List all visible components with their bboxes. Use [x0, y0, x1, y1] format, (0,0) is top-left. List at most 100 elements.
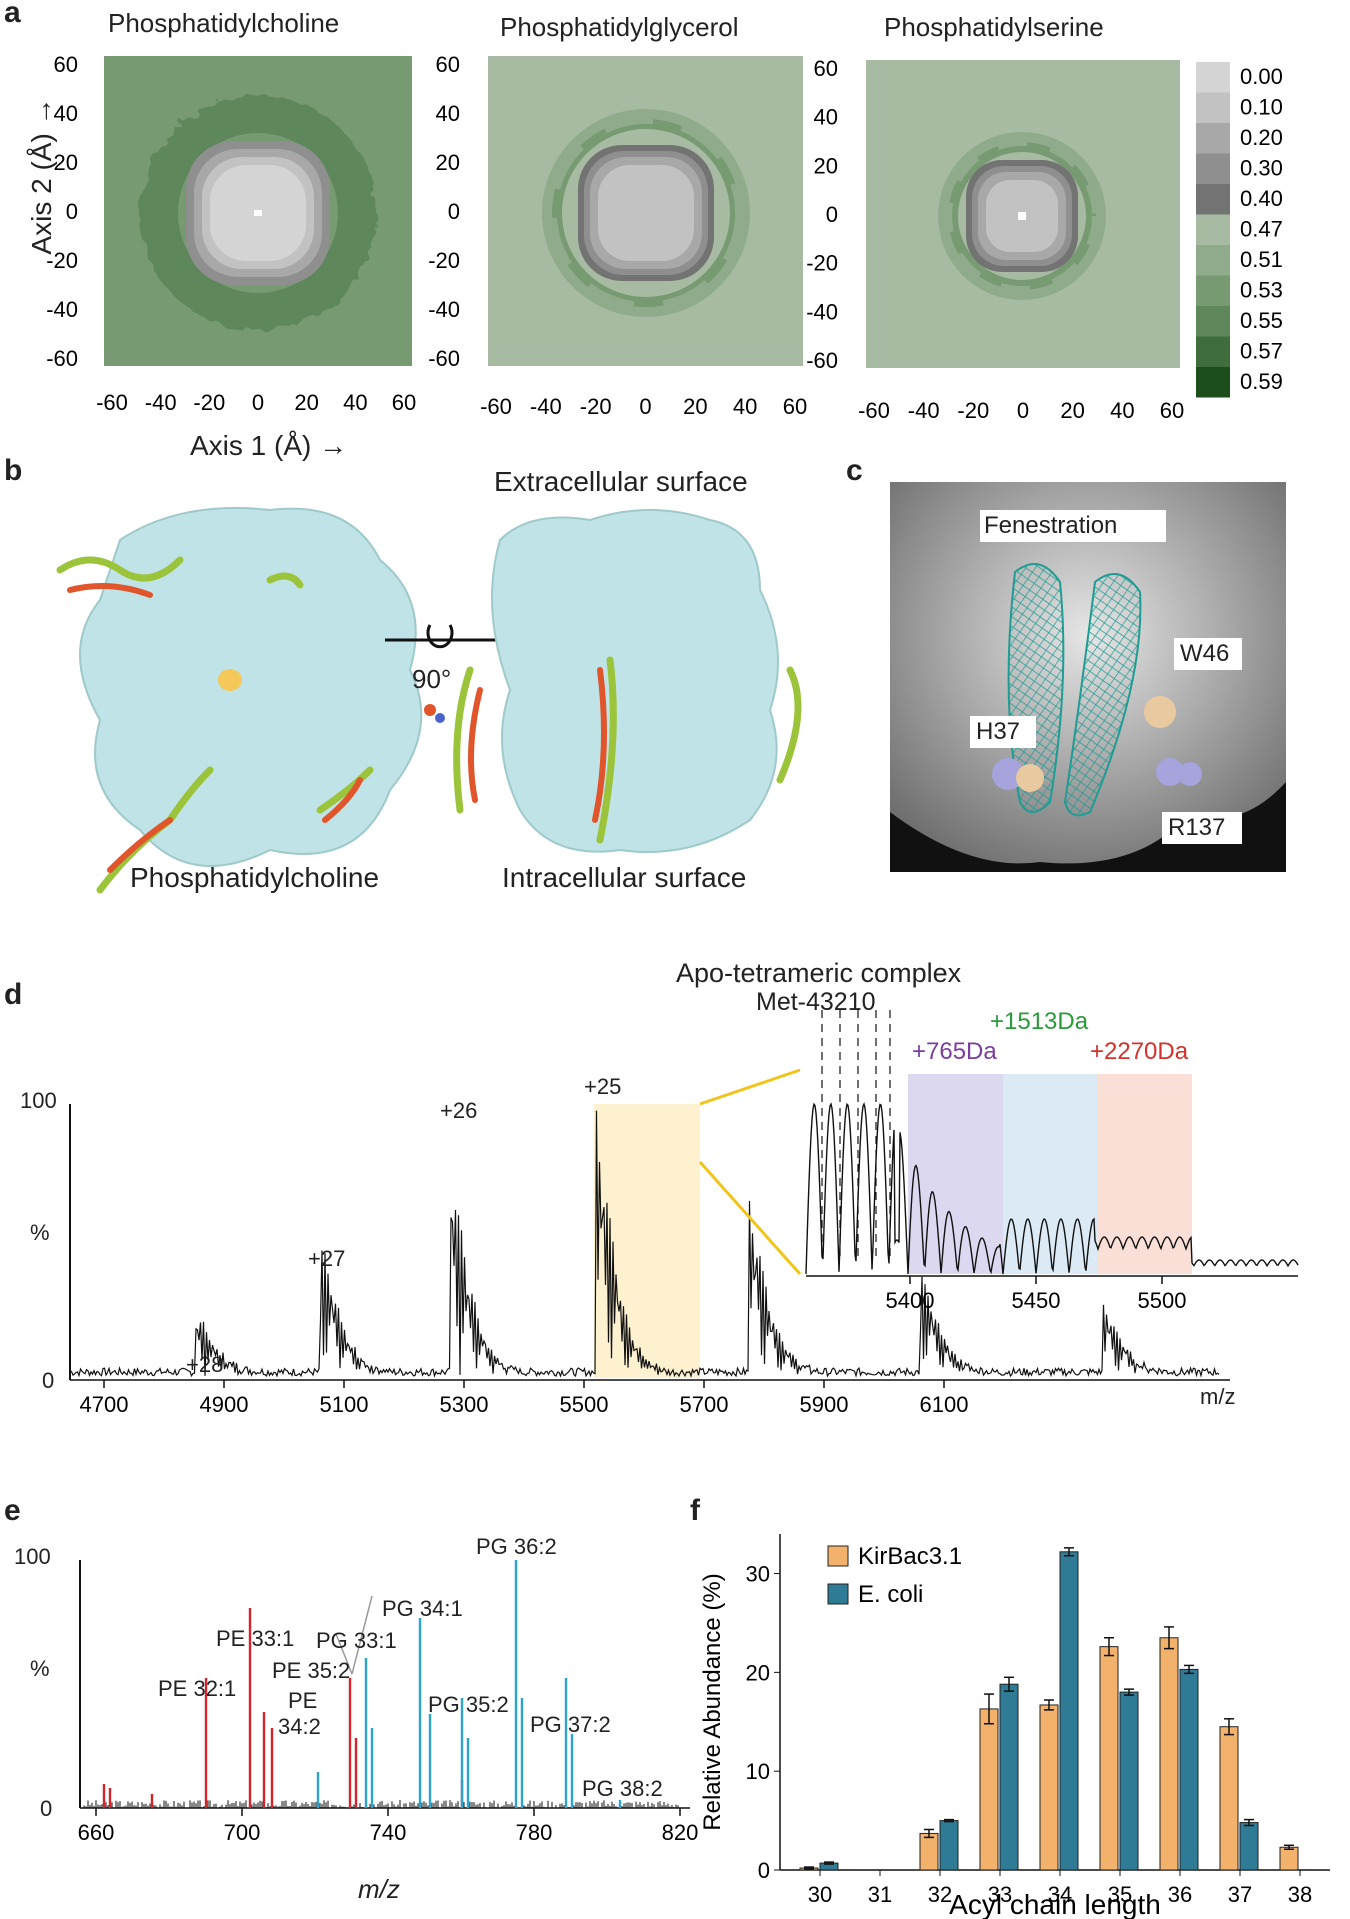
heatmap-phosphatidylcholine: [104, 56, 412, 366]
d-x-tick: 4700: [80, 1392, 129, 1417]
x-tick-label: 60: [1160, 398, 1184, 423]
y-tick-label: -20: [806, 251, 838, 276]
y-tick-label: 60: [54, 52, 78, 77]
peak-pg-35-2: PG 35:2: [428, 1692, 509, 1717]
panel-c-label: c: [846, 454, 863, 487]
d-ylabel: %: [30, 1220, 50, 1245]
panel-a-label: a: [4, 0, 21, 29]
e-x-tick: 740: [370, 1820, 407, 1845]
heatmap-phosphatidylglycerol: [488, 56, 803, 366]
x-tick-label: 60: [392, 390, 416, 415]
x-tick-label: 0: [639, 394, 651, 419]
peak-pe: PE: [288, 1688, 318, 1713]
f-ylabel: Relative Abundance (%): [700, 1573, 726, 1830]
x-tick-label: -60: [480, 394, 512, 419]
caption-phosphatidylcholine: Phosphatidylcholine: [130, 862, 380, 893]
colorbar-swatch: [1196, 184, 1230, 215]
y-tick-label: 40: [436, 101, 460, 126]
e-x-tick: 660: [78, 1820, 115, 1845]
colorbar-swatch: [1196, 336, 1230, 367]
d-xunit: m/z: [1200, 1384, 1236, 1409]
e-x-tick: 820: [662, 1820, 699, 1845]
y-tick-label: 20: [436, 150, 460, 175]
label-w46: W46: [1180, 640, 1230, 667]
adduct-2270: +2270Da: [1090, 1038, 1189, 1065]
y-tick-label: -60: [806, 348, 838, 373]
bar-kirbac31: [919, 1832, 939, 1871]
colorbar-label: 0.57: [1240, 339, 1283, 364]
f-y-tick: 10: [746, 1759, 770, 1784]
charge-26: +26: [440, 1098, 478, 1123]
x-tick-label: 0: [252, 390, 264, 415]
x-tick-label: 20: [1060, 398, 1084, 423]
colorbar: 0.00 0.10 0.20 0.30 0.40 0.47 0.51 0.53 0.55 0.57…: [1196, 62, 1283, 398]
x-tick-label: -40: [530, 394, 562, 419]
x-tick-label: 20: [683, 394, 707, 419]
x-tick-label: 40: [733, 394, 757, 419]
legend-label: E. coli: [858, 1581, 923, 1608]
colorbar-label: 0.55: [1240, 308, 1283, 333]
peak-pg-37-2: PG 37:2: [530, 1712, 611, 1737]
f-y-tick: 20: [746, 1660, 770, 1685]
panel-f-label: f: [690, 1494, 700, 1527]
colorbar-label: 0.20: [1240, 125, 1283, 150]
e-x-tick: 700: [224, 1820, 261, 1845]
d-x-tick: 5500: [560, 1392, 609, 1417]
colorbar-swatch: [1196, 123, 1230, 154]
peak-pg-36-2: PG 36:2: [476, 1534, 557, 1559]
colorbar-label: 0.10: [1240, 95, 1283, 120]
f-y-tick: 0: [758, 1858, 770, 1883]
x-tick-label: -60: [858, 398, 890, 423]
heatmap-phosphatidylserine: [866, 60, 1180, 368]
bar-kirbac31: [1279, 1846, 1299, 1871]
lipid-cluster: [56, 556, 445, 894]
bar-ecoli: [1119, 1691, 1139, 1871]
protein-surface-images: [56, 507, 802, 894]
colorbar-label: 0.40: [1240, 186, 1283, 211]
y-tick-label: 60: [436, 52, 460, 77]
x-tick-label: 40: [1110, 398, 1134, 423]
inset-x-tick: 5400: [886, 1288, 935, 1313]
colorbar-swatch: [1196, 275, 1230, 306]
colorbar-label: 0.30: [1240, 156, 1283, 181]
colorbar-swatch: [1196, 306, 1230, 337]
f-x-tick: 33: [988, 1882, 1012, 1907]
panel-d-label: d: [4, 978, 23, 1011]
colorbar-swatch: [1196, 62, 1230, 93]
acyl-chain-bar-chart: 0 10 20 30 30 31 32 33 34 35 36 37 38 KirBac3.1 E. col…: [700, 1534, 1330, 1919]
lipid-side: [453, 656, 802, 844]
x-tick-label: -20: [193, 390, 225, 415]
d-x-tick: 5700: [680, 1392, 729, 1417]
f-x-tick: 38: [1288, 1882, 1312, 1907]
spectrum-trace: [69, 1110, 1220, 1379]
f-x-tick: 37: [1228, 1882, 1252, 1907]
x-tick-label: -40: [908, 398, 940, 423]
f-x-tick: 34: [1048, 1882, 1072, 1907]
f-x-tick: 36: [1168, 1882, 1192, 1907]
y-tick-label: -20: [428, 248, 460, 273]
bar-ecoli: [1239, 1822, 1259, 1871]
y-tick-label: 0: [448, 199, 460, 224]
inset-x-tick: 5450: [1012, 1288, 1061, 1313]
protein-surface-top: [79, 507, 423, 867]
inset-trace: [805, 1102, 1299, 1275]
mass-spectrum: 4700 4900 5100 5300 5500 5700 5900 6100 5400 5450…: [69, 1010, 1299, 1417]
y-tick-label: 0: [826, 202, 838, 227]
colorbar-swatch: [1196, 214, 1230, 245]
charge-27: +27: [308, 1246, 346, 1271]
y-tick-label: -60: [428, 346, 460, 371]
d-y100: 100: [20, 1088, 57, 1113]
y-tick-label: 60: [814, 56, 838, 81]
x-tick-label: -20: [957, 398, 989, 423]
f-x-tick: 30: [808, 1882, 832, 1907]
colorbar-swatch: [1196, 153, 1230, 184]
peak-pe-33-1: PE 33:1: [216, 1626, 295, 1651]
fenestration-image: [890, 482, 1286, 872]
adduct-1513: +1513Da: [990, 1008, 1089, 1035]
colorbar-swatch: [1196, 92, 1230, 123]
legend-swatch: [827, 1545, 849, 1567]
bar-kirbac31: [979, 1708, 999, 1871]
d-x-tick: 5100: [320, 1392, 369, 1417]
e-y0: 0: [40, 1796, 53, 1821]
colorbar-swatch: [1196, 367, 1230, 398]
